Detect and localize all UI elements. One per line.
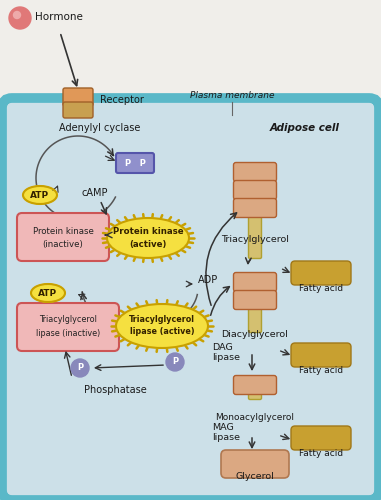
FancyBboxPatch shape	[234, 290, 277, 310]
Text: ATP: ATP	[30, 190, 50, 200]
Text: (active): (active)	[129, 240, 167, 250]
Text: Monoacylglycerol: Monoacylglycerol	[216, 413, 295, 422]
FancyBboxPatch shape	[116, 153, 154, 173]
FancyBboxPatch shape	[291, 426, 351, 450]
FancyBboxPatch shape	[221, 450, 289, 478]
Text: Triacylglycerol: Triacylglycerol	[129, 314, 195, 324]
FancyBboxPatch shape	[291, 261, 351, 285]
Text: cAMP: cAMP	[82, 188, 108, 198]
Text: P: P	[77, 364, 83, 372]
Text: lipase: lipase	[212, 434, 240, 442]
Text: Adipose cell: Adipose cell	[270, 123, 340, 133]
FancyBboxPatch shape	[17, 213, 109, 261]
Circle shape	[71, 359, 89, 377]
Text: Triacylglycerol: Triacylglycerol	[39, 316, 97, 324]
Text: Hormone: Hormone	[35, 12, 83, 22]
FancyBboxPatch shape	[63, 88, 93, 106]
Text: Plasma membrane: Plasma membrane	[190, 91, 274, 100]
Text: Protein kinase: Protein kinase	[113, 228, 183, 236]
Text: Protein kinase: Protein kinase	[32, 226, 93, 235]
Text: Adenylyl cyclase: Adenylyl cyclase	[59, 123, 141, 133]
Text: lipase (inactive): lipase (inactive)	[36, 328, 100, 338]
Text: lipase (active): lipase (active)	[130, 326, 194, 336]
FancyBboxPatch shape	[234, 180, 277, 200]
FancyBboxPatch shape	[234, 272, 277, 291]
Circle shape	[166, 353, 184, 371]
Ellipse shape	[116, 304, 208, 348]
FancyBboxPatch shape	[234, 198, 277, 218]
Text: Phosphatase: Phosphatase	[83, 385, 146, 395]
Ellipse shape	[107, 218, 189, 258]
Text: Glycerol: Glycerol	[235, 472, 274, 481]
FancyBboxPatch shape	[2, 98, 379, 500]
Circle shape	[9, 7, 31, 29]
FancyBboxPatch shape	[291, 343, 351, 367]
FancyBboxPatch shape	[234, 162, 277, 182]
FancyBboxPatch shape	[234, 376, 277, 394]
Text: Triacylglycerol: Triacylglycerol	[221, 235, 289, 244]
Ellipse shape	[31, 284, 65, 302]
Text: P   P: P P	[125, 158, 146, 168]
Ellipse shape	[23, 186, 57, 204]
FancyBboxPatch shape	[63, 102, 93, 118]
Text: (inactive): (inactive)	[43, 240, 83, 248]
Text: Fatty acid: Fatty acid	[299, 284, 343, 293]
FancyBboxPatch shape	[248, 306, 261, 332]
FancyBboxPatch shape	[248, 390, 261, 400]
Text: P: P	[172, 358, 178, 366]
FancyBboxPatch shape	[248, 214, 261, 258]
Text: Receptor: Receptor	[100, 95, 144, 105]
Text: Fatty acid: Fatty acid	[299, 449, 343, 458]
Text: MAG: MAG	[212, 424, 234, 432]
Text: DAG: DAG	[212, 344, 233, 352]
Text: ADP: ADP	[198, 275, 218, 285]
Text: Fatty acid: Fatty acid	[299, 366, 343, 375]
Text: Diacylglycerol: Diacylglycerol	[222, 330, 288, 339]
Circle shape	[13, 12, 21, 18]
FancyBboxPatch shape	[17, 303, 119, 351]
Text: lipase: lipase	[212, 354, 240, 362]
Text: ATP: ATP	[38, 288, 58, 298]
